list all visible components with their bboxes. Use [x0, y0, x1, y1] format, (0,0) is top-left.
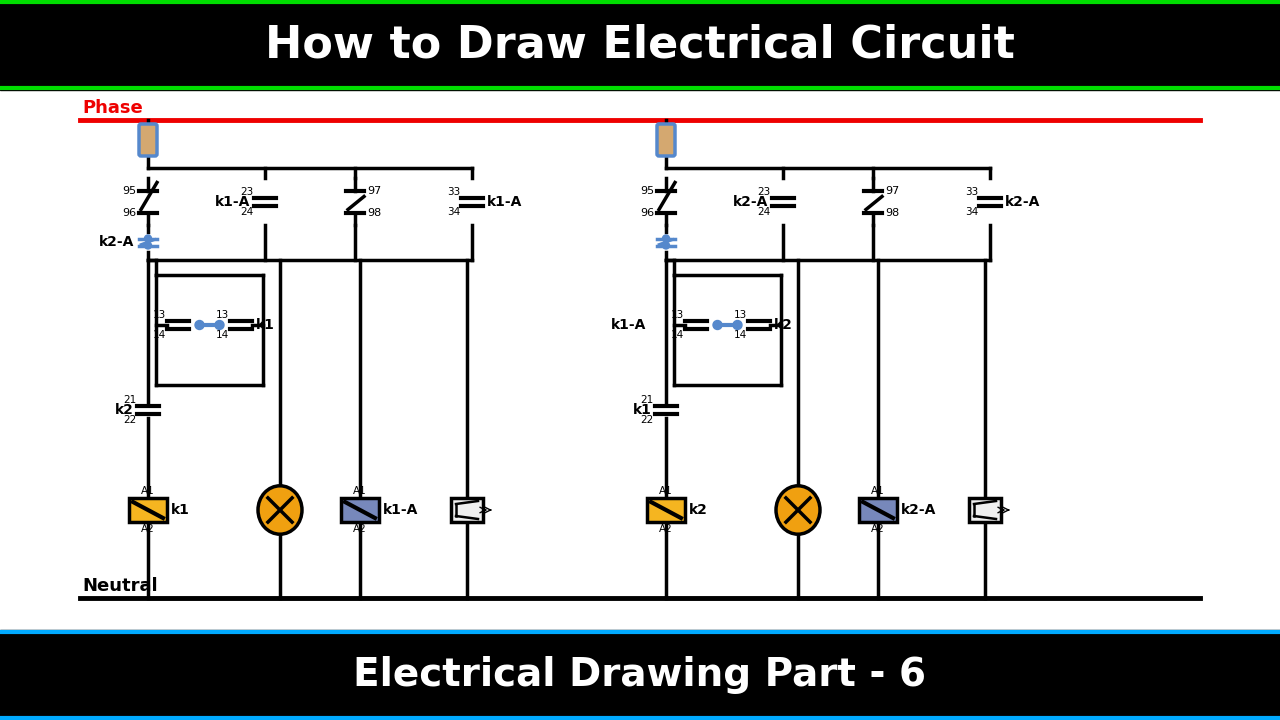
Text: Electrical Drawing Part - 6: Electrical Drawing Part - 6	[353, 656, 927, 694]
Text: 96: 96	[640, 207, 654, 217]
Text: 13: 13	[152, 310, 166, 320]
Text: k2-A: k2-A	[732, 194, 768, 209]
Text: 14: 14	[671, 330, 684, 340]
Text: k1: k1	[634, 403, 652, 417]
Bar	[129, 498, 166, 522]
Text: 23: 23	[239, 186, 253, 197]
Text: 13: 13	[733, 310, 748, 320]
Text: 14: 14	[152, 330, 166, 340]
Text: 95: 95	[640, 186, 654, 196]
Text: A2: A2	[872, 524, 884, 534]
Text: k1-A: k1-A	[215, 194, 250, 209]
Text: k2: k2	[689, 503, 708, 517]
Text: 22: 22	[123, 415, 136, 425]
Ellipse shape	[776, 486, 820, 534]
Text: A1: A1	[659, 486, 673, 496]
Bar	[969, 498, 1001, 522]
Text: A2: A2	[353, 524, 367, 534]
Text: 97: 97	[367, 186, 381, 196]
Ellipse shape	[733, 320, 742, 330]
Text: How to Draw Electrical Circuit: How to Draw Electrical Circuit	[265, 24, 1015, 66]
Bar	[340, 498, 379, 522]
Text: A1: A1	[872, 486, 884, 496]
Text: k1: k1	[172, 503, 189, 517]
Text: 22: 22	[641, 415, 654, 425]
Text: k2-A: k2-A	[99, 235, 134, 249]
Text: 95: 95	[122, 186, 136, 196]
Text: Neutral: Neutral	[82, 577, 157, 595]
Text: A1: A1	[353, 486, 367, 496]
FancyBboxPatch shape	[657, 124, 675, 156]
Ellipse shape	[259, 486, 302, 534]
Text: 33: 33	[447, 186, 460, 197]
Text: k1-A: k1-A	[486, 194, 522, 209]
Ellipse shape	[663, 242, 669, 249]
Text: k1-A: k1-A	[383, 503, 419, 517]
Text: 34: 34	[965, 207, 978, 217]
Ellipse shape	[713, 320, 722, 330]
Text: A1: A1	[141, 486, 155, 496]
Text: 97: 97	[884, 186, 900, 196]
Text: k2-A: k2-A	[901, 503, 937, 517]
Text: 13: 13	[216, 310, 229, 320]
Text: k2-A: k2-A	[1005, 194, 1041, 209]
Text: 98: 98	[367, 207, 381, 217]
Text: 24: 24	[758, 207, 771, 217]
Ellipse shape	[145, 235, 151, 242]
Bar	[451, 498, 483, 522]
Text: 14: 14	[733, 330, 748, 340]
Bar	[0, 0, 1280, 90]
Text: Phase: Phase	[82, 99, 143, 117]
Text: 23: 23	[758, 186, 771, 197]
Text: k2: k2	[115, 403, 134, 417]
Text: 14: 14	[216, 330, 229, 340]
Ellipse shape	[215, 320, 224, 330]
Text: A2: A2	[659, 524, 673, 534]
Text: k1: k1	[256, 318, 275, 332]
Text: k1-A: k1-A	[611, 318, 646, 332]
Bar	[646, 498, 685, 522]
Text: 33: 33	[965, 186, 978, 197]
Bar	[859, 498, 897, 522]
Text: 21: 21	[641, 395, 654, 405]
Ellipse shape	[145, 242, 151, 249]
Text: k2: k2	[774, 318, 792, 332]
Ellipse shape	[195, 320, 204, 330]
Text: 96: 96	[122, 207, 136, 217]
Text: 98: 98	[884, 207, 900, 217]
Ellipse shape	[663, 235, 669, 242]
Text: 24: 24	[239, 207, 253, 217]
Text: 21: 21	[123, 395, 136, 405]
Text: 13: 13	[671, 310, 684, 320]
FancyBboxPatch shape	[140, 124, 157, 156]
Text: 34: 34	[447, 207, 460, 217]
Text: A2: A2	[141, 524, 155, 534]
Bar	[0, 630, 1280, 720]
